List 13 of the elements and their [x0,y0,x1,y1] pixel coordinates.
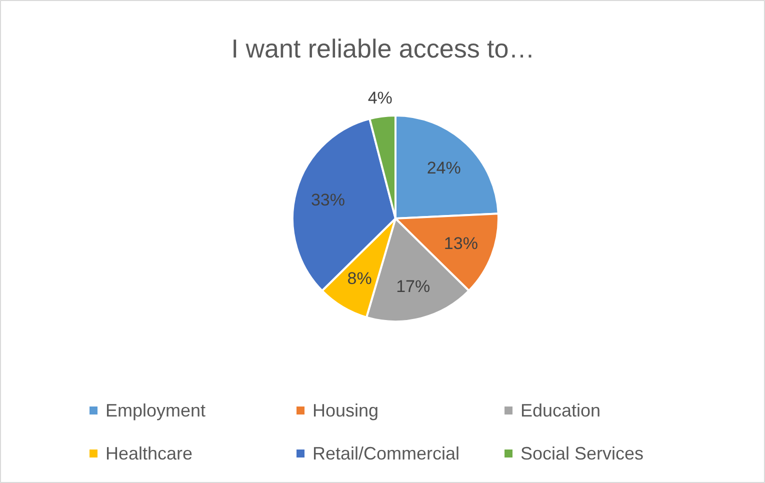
legend-label: Healthcare [106,444,193,464]
chart-title: I want reliable access to… [231,34,535,64]
legend-label: Employment [106,400,206,420]
data-label: 24% [426,158,461,178]
data-label: 8% [347,269,372,288]
legend-label: Housing [312,400,379,420]
legend-label: Retail/Commercial [312,444,460,464]
data-label: 4% [368,88,392,108]
data-label: 17% [396,276,430,296]
legend-label: Social Services [520,444,644,464]
legend-label: Education [520,400,601,420]
data-label: 13% [444,234,478,253]
data-label: 33% [310,190,346,210]
